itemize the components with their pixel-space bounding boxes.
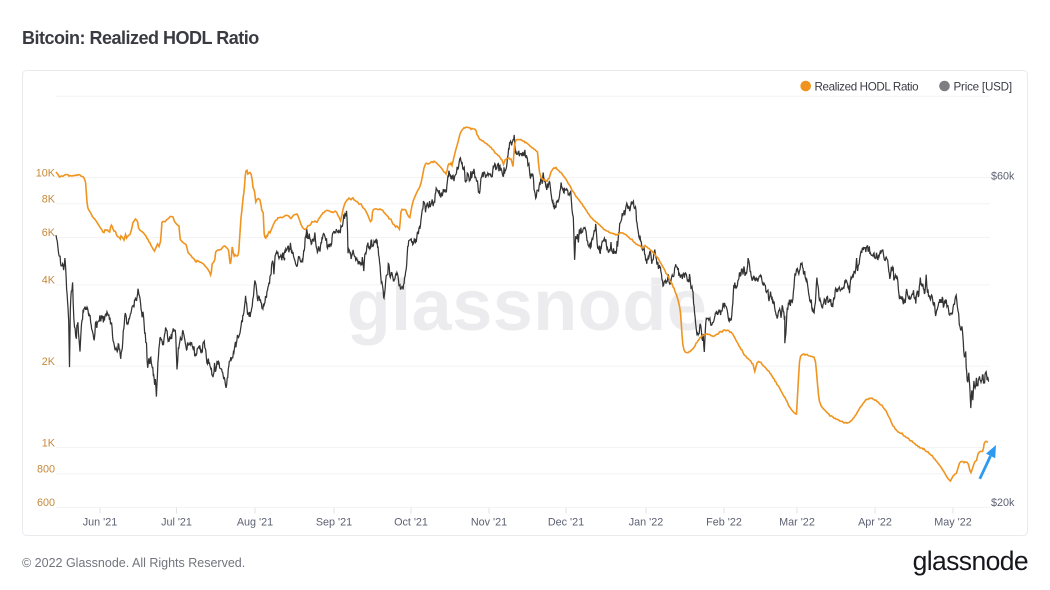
svg-text:Nov '21: Nov '21 <box>471 517 507 529</box>
svg-text:glassnode: glassnode <box>347 266 708 346</box>
svg-text:Price [USD]: Price [USD] <box>954 80 1012 93</box>
svg-text:May '22: May '22 <box>934 517 971 529</box>
svg-text:Feb '22: Feb '22 <box>706 517 742 529</box>
svg-text:Oct '21: Oct '21 <box>394 517 428 529</box>
svg-text:Jul '21: Jul '21 <box>161 517 192 529</box>
svg-text:Mar '22: Mar '22 <box>779 517 815 529</box>
svg-text:Jan '22: Jan '22 <box>629 517 663 529</box>
svg-text:800: 800 <box>37 464 55 476</box>
svg-text:$60k: $60k <box>991 171 1015 183</box>
svg-text:8K: 8K <box>42 194 56 206</box>
svg-text:4K: 4K <box>42 275 56 287</box>
svg-text:10K: 10K <box>36 167 56 179</box>
svg-text:2K: 2K <box>42 356 56 368</box>
svg-text:600: 600 <box>37 497 55 509</box>
svg-text:Sep '21: Sep '21 <box>316 517 352 529</box>
svg-text:$20k: $20k <box>991 497 1015 509</box>
svg-text:Dec '21: Dec '21 <box>548 517 584 529</box>
svg-text:6K: 6K <box>42 227 56 239</box>
svg-text:1K: 1K <box>42 437 56 449</box>
svg-text:Realized HODL Ratio: Realized HODL Ratio <box>815 80 919 93</box>
svg-text:glassnode: glassnode <box>913 546 1028 576</box>
svg-text:Jun '21: Jun '21 <box>83 517 117 529</box>
svg-text:Apr '22: Apr '22 <box>858 517 892 529</box>
svg-text:Aug '21: Aug '21 <box>237 517 273 529</box>
